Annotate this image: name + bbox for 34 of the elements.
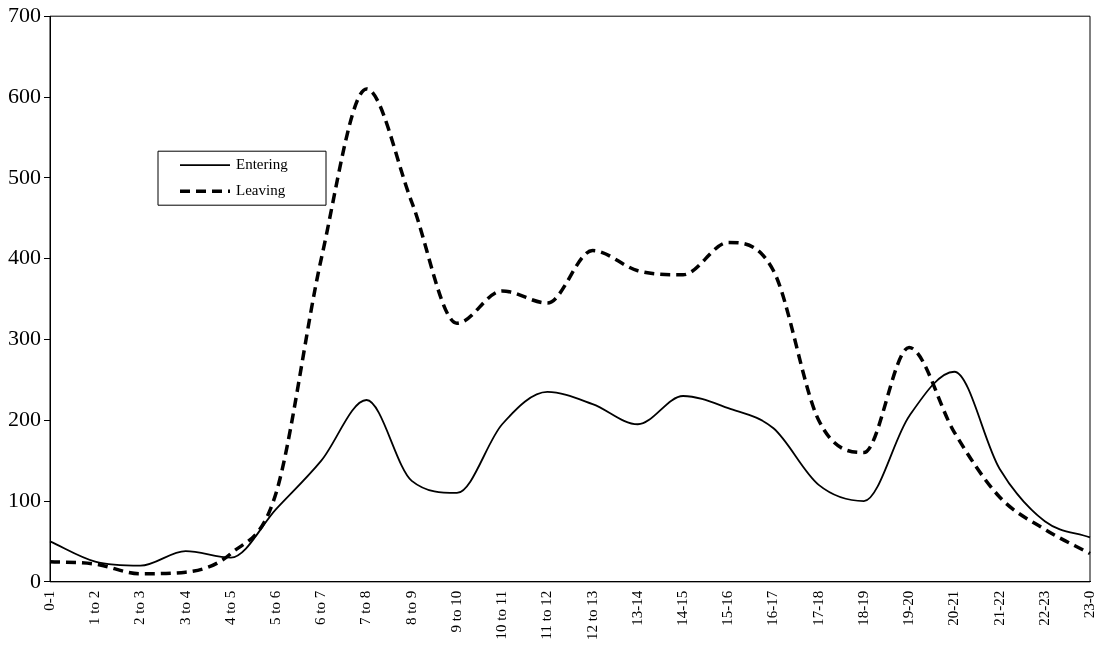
x-tick-label: 16-17: [764, 590, 781, 626]
x-tick-label: 14-15: [673, 590, 690, 626]
x-tick-label: 23-0: [1080, 590, 1097, 619]
x-tick-label: 1 to 2: [86, 590, 103, 625]
x-tick-label: 12 to 13: [583, 590, 600, 640]
x-tick-label: 3 to 4: [176, 590, 193, 625]
x-tick-label: 0-1: [40, 590, 57, 611]
y-tick-label: 200: [8, 406, 41, 431]
x-tick-label: 9 to 10: [447, 590, 464, 633]
x-tick-label: 17-18: [809, 590, 826, 626]
x-tick-label: 4 to 5: [221, 590, 238, 625]
y-tick-label: 0: [30, 567, 41, 593]
y-tick-label: 700: [8, 1, 41, 27]
y-tick-label: 500: [8, 163, 41, 189]
y-tick-label: 400: [8, 244, 41, 270]
x-tick-label: 7 to 8: [357, 590, 374, 625]
x-tick-label: 15-16: [719, 590, 736, 626]
x-tick-label: 10 to 11: [493, 590, 510, 640]
legend-label: Entering: [236, 156, 289, 173]
x-tick-label: 18-19: [854, 590, 871, 626]
y-tick-label: 600: [8, 82, 41, 108]
x-tick-label: 5 to 6: [267, 590, 284, 625]
x-tick-label: 8 to 9: [402, 590, 419, 625]
x-tick-label: 19-20: [900, 590, 917, 626]
legend-label: Leaving: [236, 182, 286, 199]
x-tick-label: 21-22: [990, 590, 1007, 626]
x-tick-label: 22-23: [1035, 590, 1052, 626]
x-tick-label: 2 to 3: [131, 590, 148, 625]
y-tick-label: 300: [8, 325, 41, 351]
x-tick-label: 11 to 12: [538, 590, 555, 640]
y-tick-label: 100: [8, 486, 41, 512]
x-tick-label: 6 to 7: [312, 590, 329, 625]
x-tick-label: 13-14: [628, 590, 645, 626]
x-tick-label: 20-21: [945, 590, 962, 626]
